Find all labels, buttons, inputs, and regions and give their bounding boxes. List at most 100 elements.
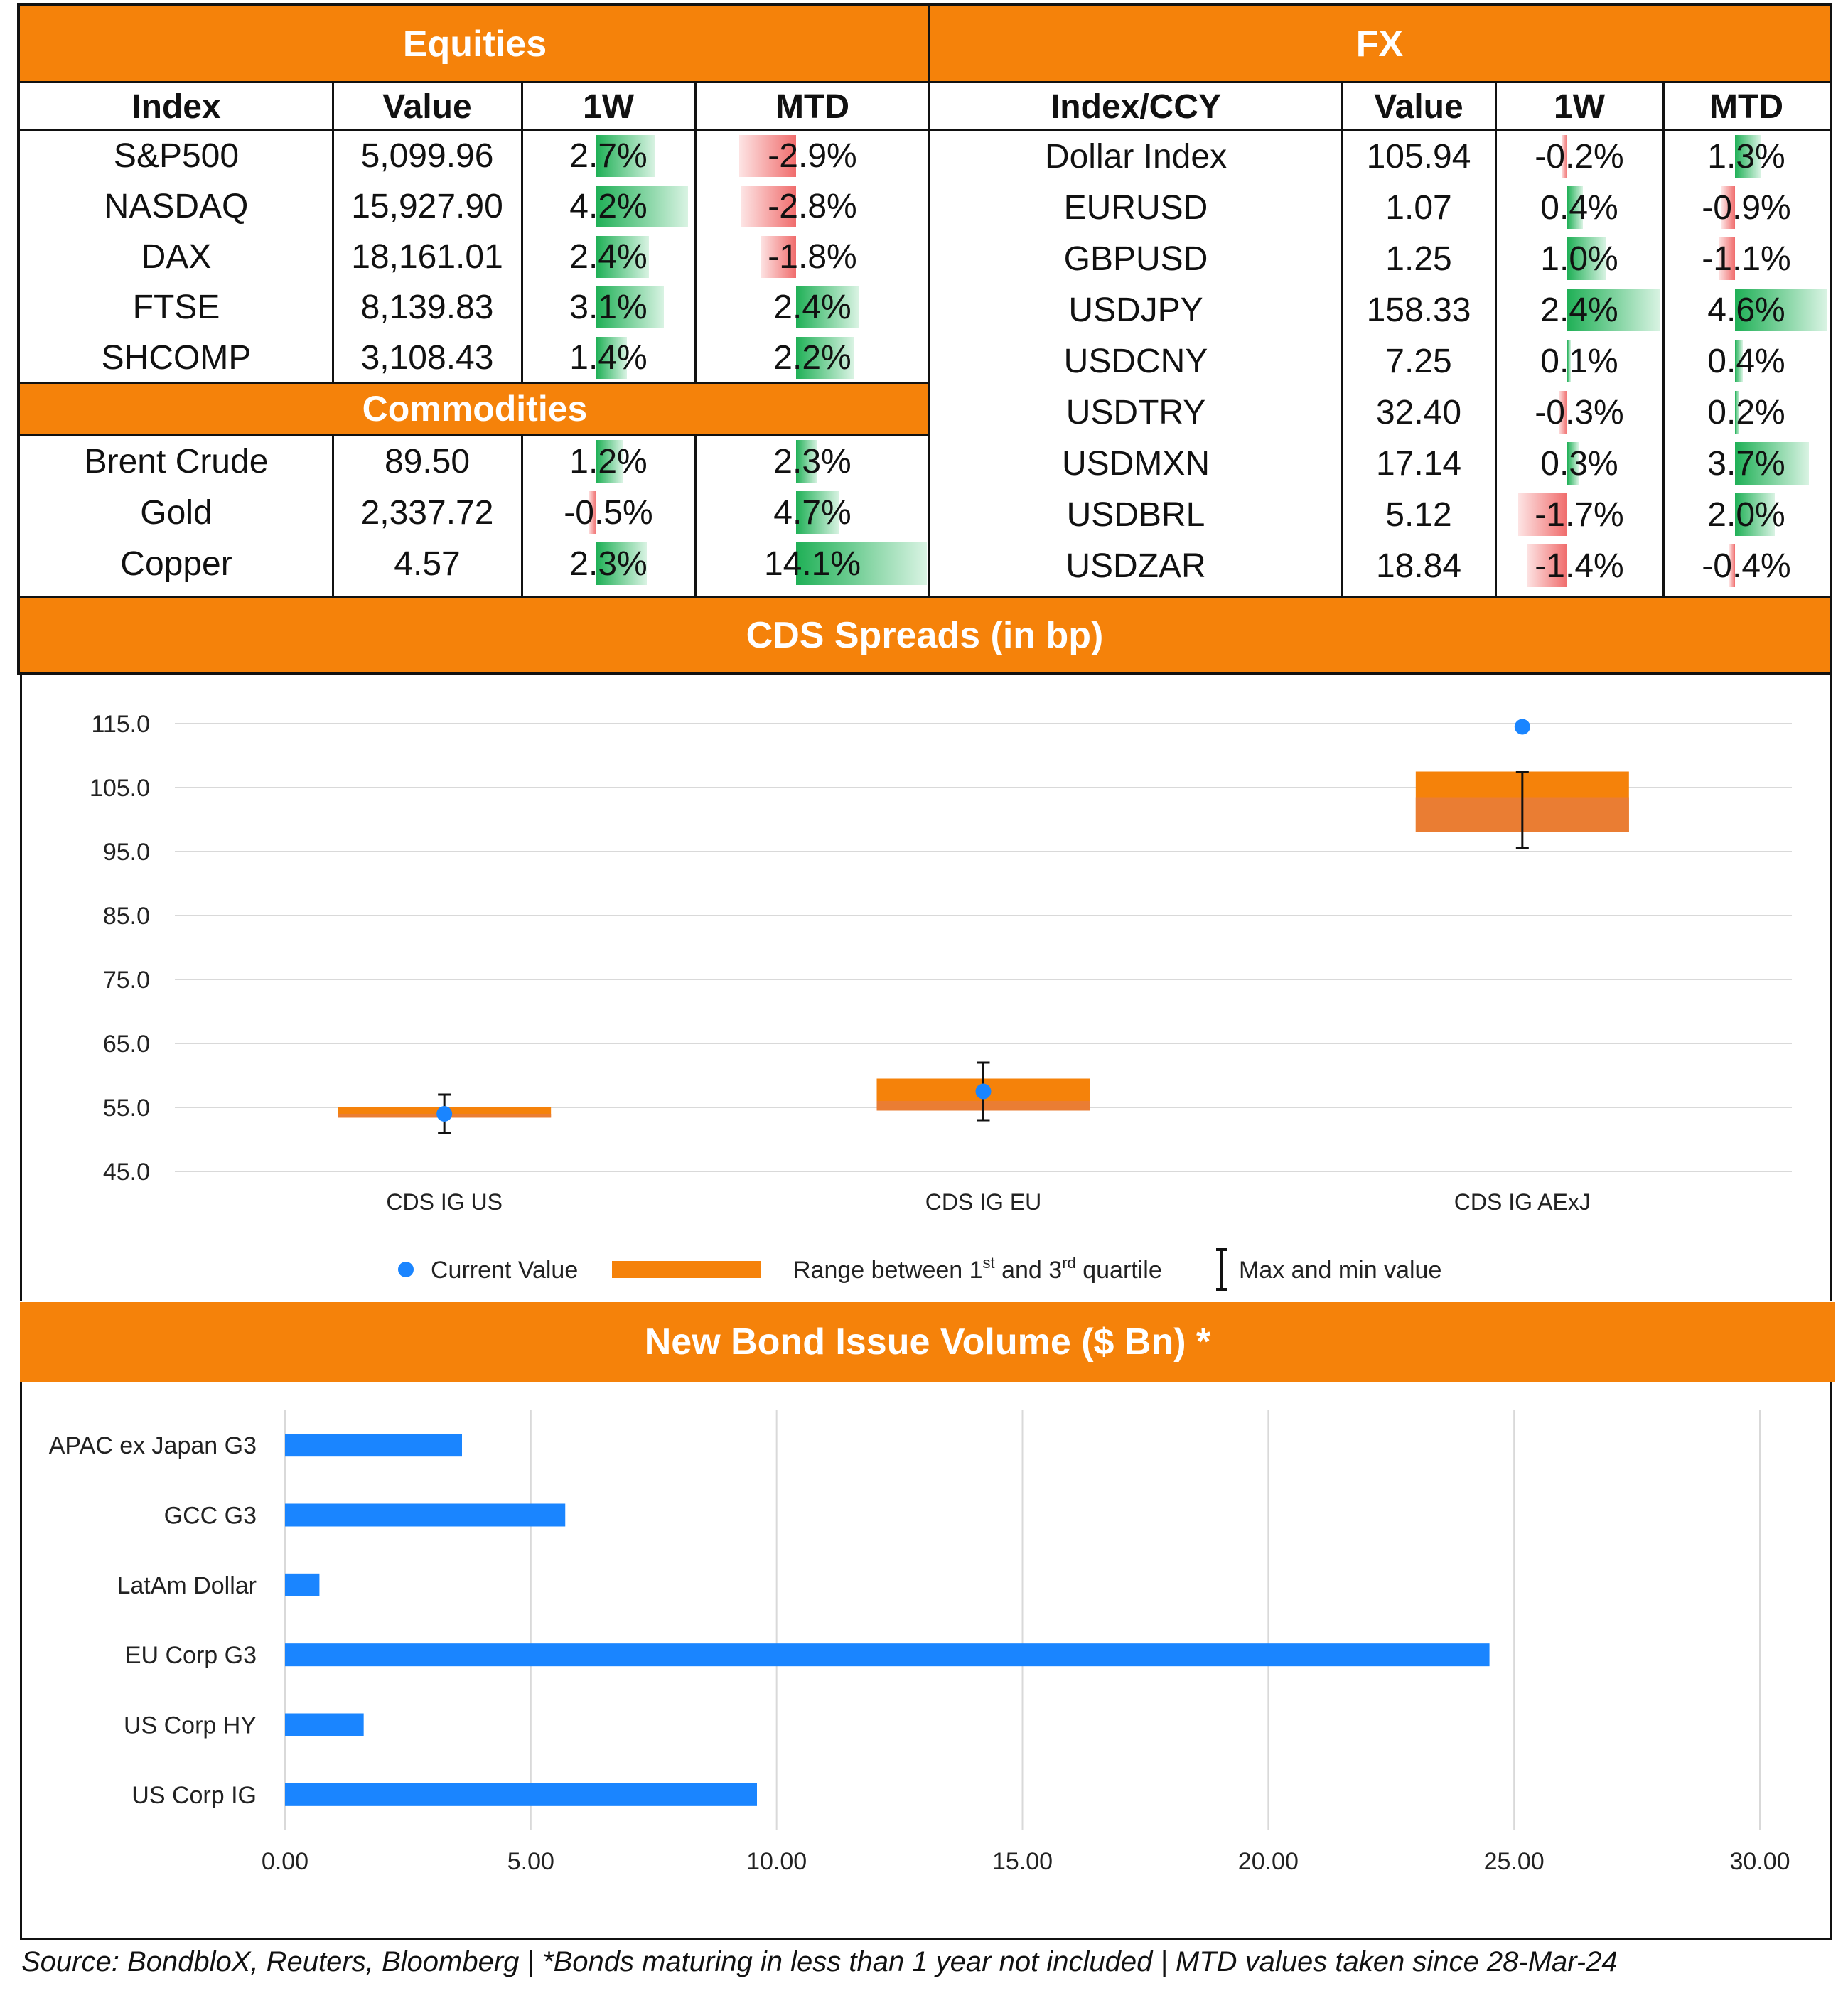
percent-value: 4.6% bbox=[1707, 291, 1785, 329]
bond-bar bbox=[285, 1503, 566, 1527]
equity-mtd: 2.2% bbox=[695, 333, 930, 383]
column-header: MTD bbox=[1709, 87, 1783, 126]
fx-mtd: 1.3% bbox=[1663, 131, 1830, 182]
commodity-1w: 1.2% bbox=[522, 436, 695, 487]
y-category-label: EU Corp G3 bbox=[125, 1642, 257, 1669]
column-header: Value bbox=[1374, 87, 1463, 126]
percent-value: -1.4% bbox=[1535, 547, 1624, 585]
cds-spreads-chart: 115.0 105.0 95.0 85.0 75.0 65.0 55.0 45.0 CDS IG… bbox=[20, 675, 1832, 1301]
bar-positive bbox=[1567, 237, 1606, 280]
fx-mtd: -1.1% bbox=[1663, 233, 1830, 284]
commodity-value: 2,337.72 bbox=[360, 493, 494, 532]
y-category-label: US Corp HY bbox=[124, 1712, 257, 1739]
percent-value: 0.1% bbox=[1540, 342, 1618, 380]
bar-positive bbox=[796, 491, 840, 534]
percent-value: 2.2% bbox=[773, 339, 852, 377]
percent-value: -2.9% bbox=[768, 137, 857, 175]
percent-value: 0.4% bbox=[1707, 342, 1785, 380]
fx-mtd: -0.4% bbox=[1663, 540, 1830, 591]
bar-positive bbox=[596, 337, 627, 379]
equity-name: SHCOMP bbox=[101, 339, 252, 377]
fx-value: 158.33 bbox=[1366, 291, 1471, 329]
bond-bar bbox=[285, 1783, 757, 1806]
percent-value: -0.2% bbox=[1535, 137, 1624, 176]
grid-vline bbox=[521, 436, 523, 596]
legend-current-marker bbox=[398, 1262, 414, 1277]
grid-vline bbox=[694, 436, 697, 596]
bar-positive bbox=[1567, 442, 1579, 485]
bar-negative bbox=[761, 236, 796, 278]
y-category-label: APAC ex Japan G3 bbox=[49, 1432, 257, 1459]
legend-range-label: Range between 1st and 3rd quartile bbox=[793, 1254, 1162, 1284]
current-value-point bbox=[436, 1106, 453, 1122]
x-category-label: CDS IG US bbox=[386, 1189, 503, 1215]
column-header: MTD bbox=[775, 87, 849, 126]
column-header: Index bbox=[131, 87, 221, 126]
x-category-label: CDS IG EU bbox=[925, 1189, 1042, 1215]
cds-svg: 115.0 105.0 95.0 85.0 75.0 65.0 55.0 45.0 CDS IG… bbox=[90, 711, 1792, 1291]
fx-mtd: 3.7% bbox=[1663, 438, 1830, 489]
column-header: Index/CCY bbox=[1050, 87, 1222, 126]
bar-positive bbox=[1567, 186, 1583, 229]
grid-hline bbox=[20, 129, 1830, 131]
grid-vline bbox=[1341, 82, 1343, 596]
column-header: Value bbox=[382, 87, 472, 126]
equity-value: 3,108.43 bbox=[360, 339, 494, 377]
bond-bar bbox=[285, 1643, 1490, 1667]
bar-negative bbox=[741, 186, 796, 227]
legend-current-label: Current Value bbox=[431, 1257, 578, 1284]
percent-value: 2.3% bbox=[569, 544, 648, 583]
equity-mtd: 2.4% bbox=[695, 282, 930, 333]
x-tick-label: 30.00 bbox=[1729, 1848, 1790, 1875]
fx-header: FX bbox=[930, 6, 1830, 82]
equity-1w: 3.1% bbox=[522, 282, 695, 333]
bar-negative bbox=[738, 135, 796, 177]
equity-name: DAX bbox=[141, 238, 212, 276]
bond-chart-title: New Bond Issue Volume ($ Bn) * bbox=[20, 1302, 1835, 1382]
grid-vline bbox=[332, 82, 334, 383]
cds-chart-title: CDS Spreads (in bp) bbox=[17, 598, 1832, 675]
y-tick-label: 105.0 bbox=[90, 775, 150, 802]
percent-value: -1.8% bbox=[768, 238, 857, 276]
fx-1w: -0.2% bbox=[1495, 131, 1663, 182]
fx-value: 32.40 bbox=[1375, 393, 1462, 431]
current-value-point bbox=[975, 1083, 992, 1100]
fx-1w: 2.4% bbox=[1495, 284, 1663, 335]
y-category-label: US Corp IG bbox=[131, 1782, 257, 1809]
percent-value: 2.4% bbox=[773, 289, 852, 326]
commodities-header: Commodities bbox=[20, 383, 930, 434]
source-footer: Source: BondbloX, Reuters, Bloomberg | *… bbox=[21, 1946, 1618, 1977]
bar-negative bbox=[1561, 135, 1567, 178]
fx-value: 1.07 bbox=[1385, 188, 1452, 227]
bar-positive bbox=[1735, 493, 1776, 536]
fx-value: 105.94 bbox=[1366, 137, 1471, 176]
bar-positive bbox=[796, 542, 927, 585]
grid-vline bbox=[1495, 82, 1497, 596]
bar-positive bbox=[596, 542, 647, 585]
bar-positive bbox=[1735, 340, 1744, 382]
x-tick-label: 25.00 bbox=[1484, 1848, 1545, 1875]
percent-value: 2.4% bbox=[1540, 291, 1618, 329]
bar-positive bbox=[1735, 135, 1761, 178]
fx-name: USDBRL bbox=[1066, 495, 1205, 534]
bar-negative bbox=[1518, 493, 1567, 536]
bond-issue-chart: 0.00 5.00 10.00 15.00 20.00 25.00 30.00 APAC ex… bbox=[20, 1382, 1832, 1940]
percent-value: 0.2% bbox=[1707, 393, 1785, 431]
percent-value: 1.2% bbox=[569, 442, 648, 480]
bar-positive bbox=[596, 186, 688, 227]
percent-value: 0.4% bbox=[1540, 188, 1618, 227]
percent-value: 2.4% bbox=[569, 238, 648, 276]
percent-value: -2.8% bbox=[768, 188, 857, 225]
markets-table: Equities FX Index Value 1W MTD Index/CCY Value 1… bbox=[17, 3, 1832, 598]
bond-bar bbox=[285, 1573, 320, 1596]
equity-mtd: -2.8% bbox=[695, 181, 930, 232]
bar-positive bbox=[796, 440, 817, 483]
equity-1w: 4.2% bbox=[522, 181, 695, 232]
commodity-mtd: 14.1% bbox=[695, 538, 930, 589]
percent-value: 0.3% bbox=[1540, 444, 1618, 483]
equity-value: 5,099.96 bbox=[360, 137, 494, 175]
percent-value: 1.0% bbox=[1540, 240, 1618, 278]
bar-positive bbox=[596, 440, 623, 483]
commodity-value: 4.57 bbox=[394, 544, 461, 583]
fx-mtd: 0.4% bbox=[1663, 335, 1830, 387]
